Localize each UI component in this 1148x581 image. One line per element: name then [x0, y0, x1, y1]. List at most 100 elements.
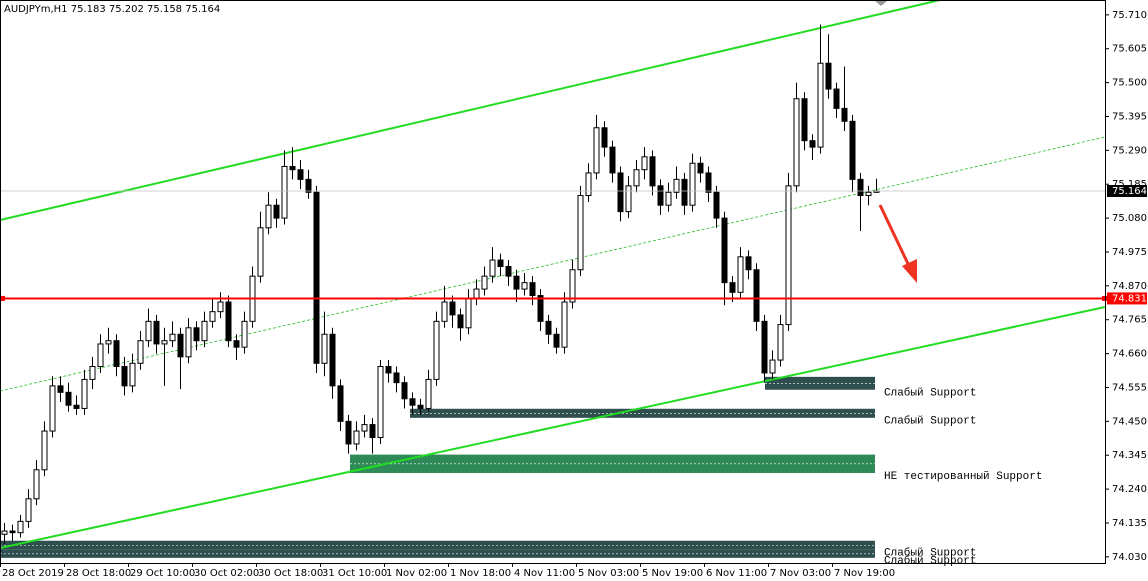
- y-tick-label: 75.710: [1112, 10, 1147, 21]
- candle-body: [257, 227, 264, 277]
- candle-body: [305, 178, 312, 193]
- candle-body: [329, 333, 336, 387]
- candle-body: [201, 320, 208, 342]
- candle-body: [185, 327, 192, 358]
- candle-body: [425, 378, 432, 409]
- level-tag: [1107, 292, 1147, 305]
- candle-body: [209, 311, 216, 322]
- y-tick-label: 74.135: [1112, 518, 1147, 529]
- candle-body: [777, 324, 784, 361]
- plot-frame: [0, 0, 1106, 564]
- candle-body: [809, 140, 816, 148]
- candle-body: [193, 327, 200, 342]
- candle-body: [617, 172, 624, 213]
- candle-body: [825, 62, 832, 90]
- x-tick-label: 4 Nov 11:00: [514, 568, 575, 579]
- x-tick-label: 31 Oct 10:00: [322, 568, 387, 579]
- candle-body: [817, 62, 824, 148]
- candle-body: [601, 127, 608, 148]
- zone-label: НЕ тестированный Support: [884, 471, 1042, 483]
- candle-body: [97, 343, 104, 368]
- candle-body: [457, 314, 464, 329]
- candle-body: [865, 191, 872, 197]
- candle-body: [57, 385, 64, 393]
- candle-body: [361, 424, 368, 432]
- candle-body: [41, 430, 48, 471]
- candle-body: [481, 275, 488, 290]
- support-zone: [765, 376, 875, 390]
- candle-body: [561, 301, 568, 348]
- y-tick-label: 75.290: [1112, 145, 1147, 156]
- y-tick-label: 74.660: [1112, 349, 1147, 360]
- candle-body: [697, 162, 704, 174]
- axes: 75.710 75.605 75.500 75.395 75.290 75.185 75.0…: [0, 10, 1147, 579]
- candle-body: [73, 404, 80, 409]
- channel-upper: [0, 0, 941, 221]
- candle-body: [81, 378, 88, 409]
- candle-body: [121, 366, 128, 387]
- zones: Слабый Support Слабый Support НЕ тестирова…: [0, 376, 1042, 568]
- candle-body: [841, 107, 848, 122]
- candle-body: [241, 320, 248, 348]
- candles: [1, 24, 880, 544]
- y-tick-label: 75.395: [1112, 111, 1147, 122]
- candle-body: [441, 301, 448, 322]
- candle-body: [657, 185, 664, 206]
- zone-label: Слабый Support: [884, 555, 976, 568]
- candle-body: [513, 275, 520, 290]
- y-tick-label: 74.765: [1112, 315, 1147, 326]
- candle-body: [153, 320, 160, 345]
- channel-lower: [0, 306, 1106, 549]
- candle-body: [145, 320, 152, 342]
- candle-body: [537, 295, 544, 322]
- candle-body: [289, 165, 296, 171]
- candle-body: [25, 498, 32, 522]
- candle-body: [489, 259, 496, 277]
- candle-body: [1, 530, 8, 535]
- x-tick-label: 1 Nov 02:00: [386, 568, 447, 579]
- marker: [874, 0, 888, 6]
- candle-body: [689, 162, 696, 206]
- y-tick-label: 75.605: [1112, 44, 1147, 55]
- candle-body: [473, 288, 480, 300]
- y-tick-label: 74.345: [1112, 450, 1147, 461]
- x-tick-label: 7 Nov 03:00: [770, 568, 831, 579]
- candle-body: [393, 372, 400, 384]
- candle-body: [609, 146, 616, 174]
- x-tick-label: 1 Nov 18:00: [450, 568, 511, 579]
- x-tick-label: 28 Oct 18:00: [66, 568, 131, 579]
- candle-body: [177, 333, 184, 358]
- level-tag-label: 74.831: [1112, 293, 1147, 304]
- candle-body: [505, 265, 512, 277]
- support-zone: [350, 454, 875, 473]
- candle-body: [761, 320, 768, 374]
- arrow-shaft: [878, 204, 912, 269]
- candle-body: [833, 88, 840, 109]
- candle-body: [713, 191, 720, 219]
- price-tag-label: 75.164: [1112, 186, 1147, 197]
- candle-body: [113, 340, 120, 368]
- candle-body: [745, 256, 752, 271]
- candle-body: [337, 385, 344, 422]
- candle-body: [521, 282, 528, 290]
- x-tick-label: 5 Nov 19:00: [642, 568, 703, 579]
- channel-middle: [0, 136, 1106, 392]
- candle-body: [401, 382, 408, 400]
- candle-body: [793, 98, 800, 187]
- candle-body: [297, 169, 304, 180]
- candle-body: [633, 169, 640, 187]
- candle-body: [585, 172, 592, 197]
- candle-body: [409, 398, 416, 406]
- y-tick-label: 74.870: [1112, 281, 1147, 292]
- candle-body: [497, 259, 504, 267]
- y-tick-label: 74.555: [1112, 382, 1147, 393]
- y-tick-label: 75.500: [1112, 78, 1147, 89]
- candle-body: [681, 178, 688, 206]
- candle-body: [529, 282, 536, 297]
- candle-body: [217, 301, 224, 313]
- zone-label: Слабый Support: [884, 415, 976, 428]
- overlay: [0, 190, 1107, 301]
- candle-body: [89, 366, 96, 380]
- candle-body: [737, 256, 744, 293]
